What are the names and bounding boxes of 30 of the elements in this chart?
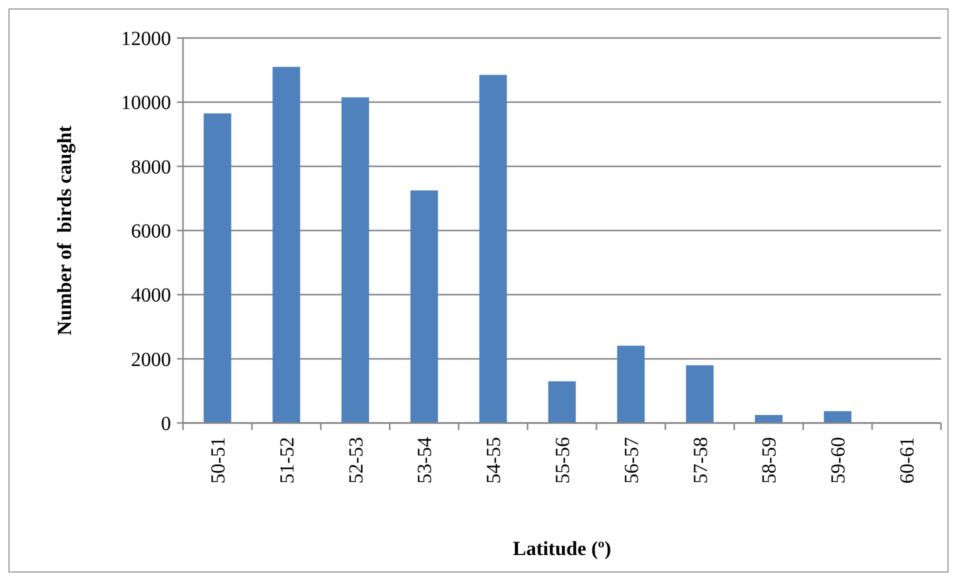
bar	[204, 113, 232, 423]
bar	[824, 411, 852, 423]
x-tick-label: 54-55	[483, 437, 506, 484]
x-tick-label: 51-52	[276, 437, 298, 484]
x-axis-title: Latitude (º)	[512, 538, 612, 560]
x-tick-label: 55-56	[552, 437, 574, 484]
y-tick-label: 6000	[131, 220, 171, 242]
y-tick-label: 0	[161, 413, 171, 435]
bar	[617, 346, 645, 423]
bar	[410, 190, 438, 423]
x-tick-label: 57-58	[690, 437, 712, 484]
y-tick-label: 4000	[131, 284, 171, 307]
bar	[686, 365, 714, 423]
bar	[272, 66, 300, 423]
x-tick-label: 59-60	[828, 437, 850, 484]
y-tick-label: 8000	[131, 156, 171, 178]
y-tick-label: 2000	[131, 348, 171, 371]
bar	[754, 414, 783, 423]
x-tick-label: 50-51	[207, 437, 230, 484]
x-tick-label: 60-61	[896, 437, 919, 484]
bar	[548, 381, 576, 423]
bar	[341, 97, 370, 423]
x-tick-label: 56-57	[620, 437, 643, 484]
y-axis-title: Number of birds caught	[54, 125, 76, 336]
y-tick-label: 12000	[121, 28, 171, 50]
x-tick-label: 52-53	[345, 437, 368, 484]
x-tick-label: 53-54	[414, 437, 436, 484]
x-tick-label: 58-59	[758, 437, 781, 484]
bar	[479, 74, 507, 423]
y-tick-label: 10000	[121, 92, 171, 114]
